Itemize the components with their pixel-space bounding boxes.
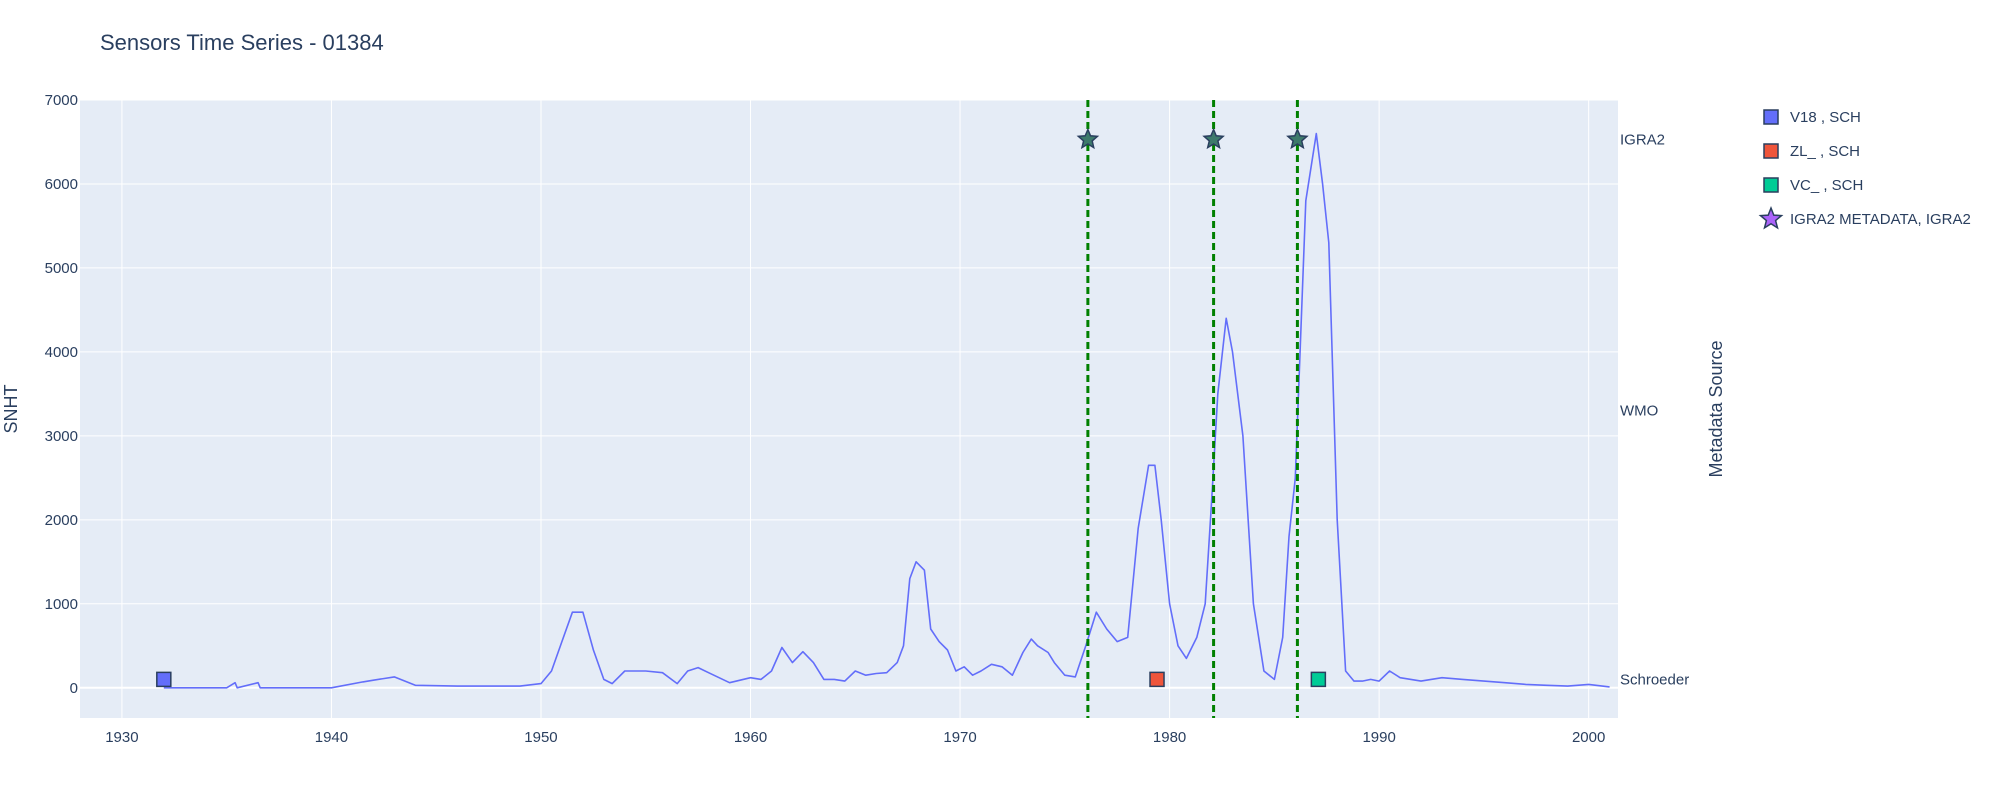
legend: V18 , SCH ZL_ , SCH VC_ , SCH IGRA2 METADAT… [1758, 109, 1971, 230]
metadata-square-marker [1310, 671, 1327, 688]
x-tick-label: 1980 [1153, 729, 1186, 746]
x-tick-label: 1940 [315, 729, 348, 746]
y-tick-label: 6000 [45, 176, 78, 193]
x-tick-label: 1990 [1362, 729, 1395, 746]
x-tick-label: 1960 [734, 729, 767, 746]
igra2-star-marker [1286, 127, 1309, 150]
right-axis-labels: IGRA2 WMO Schroeder [1620, 131, 1689, 688]
series-layer [163, 132, 1610, 689]
x-tick-label: 1930 [105, 729, 138, 746]
legend-item-label: IGRA2 METADATA, IGRA2 [1790, 211, 1971, 228]
right-axis-label: Schroeder [1620, 671, 1689, 688]
legend-item-label: ZL_ , SCH [1790, 143, 1860, 160]
right-axis-label: IGRA2 [1620, 131, 1665, 148]
y-tick-label: 4000 [45, 344, 78, 361]
igra2-star-marker [1202, 127, 1225, 150]
y-tick-label: 2000 [45, 512, 78, 529]
snht-series-line [163, 132, 1610, 689]
x-axis-ticks: 1930 1940 1950 1960 1970 1980 1990 2000 [105, 729, 1605, 746]
y-tick-label: 3000 [45, 428, 78, 445]
right-axis-label: WMO [1620, 403, 1658, 420]
right-axis-title: Metadata Source [1706, 340, 1726, 477]
x-tick-label: 2000 [1572, 729, 1605, 746]
metadata-square-marker [1149, 671, 1165, 688]
legend-square-marker [1763, 109, 1779, 125]
vertical-lines [1086, 100, 1299, 718]
igra2-star-marker [1076, 127, 1100, 150]
plot-area [80, 100, 1618, 718]
legend-star-marker [1758, 205, 1784, 230]
legend-square-marker [1763, 143, 1779, 159]
legend-item-label: V18 , SCH [1790, 109, 1861, 126]
x-tick-label: 1970 [943, 729, 976, 746]
chart-title: Sensors Time Series - 01384 [100, 30, 384, 55]
metadata-square-marker [156, 671, 172, 688]
x-tick-label: 1950 [524, 729, 557, 746]
grid-lines [80, 99, 1618, 718]
y-axis-title: SNHT [1, 384, 21, 433]
y-tick-label: 0 [70, 680, 78, 697]
y-tick-label: 7000 [45, 92, 78, 109]
y-axis-ticks: 0 1000 2000 3000 4000 5000 6000 7000 [45, 92, 78, 697]
y-tick-label: 5000 [45, 260, 78, 277]
legend-item-label: VC_ , SCH [1790, 177, 1863, 194]
y-tick-label: 1000 [45, 596, 78, 613]
markers-layer [156, 127, 1327, 688]
legend-square-marker [1763, 177, 1779, 193]
